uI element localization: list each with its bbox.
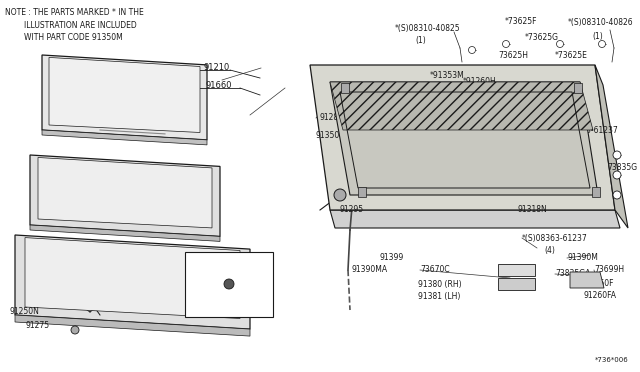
Polygon shape	[570, 272, 604, 288]
Polygon shape	[310, 65, 615, 210]
Text: 91275: 91275	[25, 321, 49, 330]
Circle shape	[598, 41, 605, 48]
Polygon shape	[330, 82, 593, 130]
Circle shape	[71, 326, 79, 334]
Polygon shape	[49, 57, 200, 132]
Text: *73625F: *73625F	[505, 17, 538, 26]
Text: NOTE : THE PARTS MARKED * IN THE
        ILLUSTRATION ARE INCLUDED
        WITH : NOTE : THE PARTS MARKED * IN THE ILLUSTR…	[5, 8, 144, 42]
Circle shape	[557, 41, 563, 48]
Text: *73622N: *73622N	[453, 97, 487, 106]
Circle shape	[468, 46, 476, 54]
Bar	[185, 252, 273, 317]
Bar	[592, 187, 600, 197]
Polygon shape	[498, 264, 535, 276]
Bar	[574, 83, 582, 93]
Text: (8): (8)	[575, 138, 586, 147]
Circle shape	[502, 41, 509, 48]
Text: 91390MA: 91390MA	[352, 266, 388, 275]
Polygon shape	[30, 225, 220, 241]
Text: *91353M: *91353M	[430, 71, 465, 80]
Text: 73835GA: 73835GA	[555, 269, 590, 279]
Text: 91380 (RH): 91380 (RH)	[418, 279, 461, 289]
Bar	[341, 83, 349, 93]
Circle shape	[334, 189, 346, 201]
Text: 91295: 91295	[340, 205, 364, 215]
Polygon shape	[25, 238, 240, 318]
Text: *73625G: *73625G	[525, 33, 559, 42]
Text: (1): (1)	[592, 32, 603, 41]
Text: 91250N: 91250N	[10, 308, 40, 317]
Circle shape	[613, 191, 621, 199]
Text: (1): (1)	[415, 35, 426, 45]
Polygon shape	[42, 55, 207, 140]
Text: 73625H: 73625H	[498, 51, 528, 60]
Polygon shape	[30, 155, 220, 236]
Polygon shape	[595, 65, 628, 228]
Text: 91210: 91210	[204, 64, 230, 73]
Polygon shape	[15, 235, 250, 329]
Polygon shape	[15, 315, 250, 336]
Circle shape	[224, 279, 234, 289]
Circle shape	[613, 171, 621, 179]
Circle shape	[613, 151, 621, 159]
Polygon shape	[38, 157, 212, 228]
Text: *(S)08310-40826: *(S)08310-40826	[568, 17, 634, 26]
Bar	[358, 187, 366, 197]
Text: *91260H: *91260H	[463, 77, 497, 87]
Text: 73682: 73682	[347, 187, 371, 196]
Polygon shape	[498, 278, 535, 290]
Text: 91380E: 91380E	[214, 298, 243, 307]
Text: 91260FA: 91260FA	[583, 292, 616, 301]
Polygon shape	[330, 82, 598, 195]
Text: 91660: 91660	[205, 81, 232, 90]
Polygon shape	[42, 130, 207, 145]
Polygon shape	[330, 210, 620, 228]
Text: *91260H: *91260H	[370, 86, 404, 94]
Text: *(S)08363-61237: *(S)08363-61237	[522, 234, 588, 243]
Text: NO SUNROOF: NO SUNROOF	[200, 257, 258, 266]
Text: *91360: *91360	[403, 97, 431, 106]
Text: *(S)08310-40825: *(S)08310-40825	[395, 23, 461, 32]
Text: (4): (4)	[544, 246, 555, 254]
Text: *(S)08363-61237: *(S)08363-61237	[553, 125, 619, 135]
Text: 73699H: 73699H	[594, 266, 624, 275]
Text: 91280: 91280	[320, 113, 344, 122]
Text: *736*006: *736*006	[595, 357, 628, 363]
Text: 91390M: 91390M	[567, 253, 598, 263]
Text: 91249: 91249	[440, 144, 464, 153]
Text: 91399: 91399	[380, 253, 404, 263]
Text: 91260F: 91260F	[586, 279, 614, 289]
Text: 91380EA: 91380EA	[212, 308, 246, 317]
Text: 91318N: 91318N	[518, 205, 548, 215]
Text: 91350M: 91350M	[316, 131, 347, 140]
Text: 91249+A: 91249+A	[437, 155, 473, 164]
Text: 73835G: 73835G	[607, 164, 637, 173]
Text: *73622M: *73622M	[365, 97, 399, 106]
Text: 73670C: 73670C	[420, 266, 450, 275]
Text: *91353N: *91353N	[503, 97, 537, 106]
Text: 91381 (LH): 91381 (LH)	[418, 292, 460, 301]
Text: *73625E: *73625E	[555, 51, 588, 60]
